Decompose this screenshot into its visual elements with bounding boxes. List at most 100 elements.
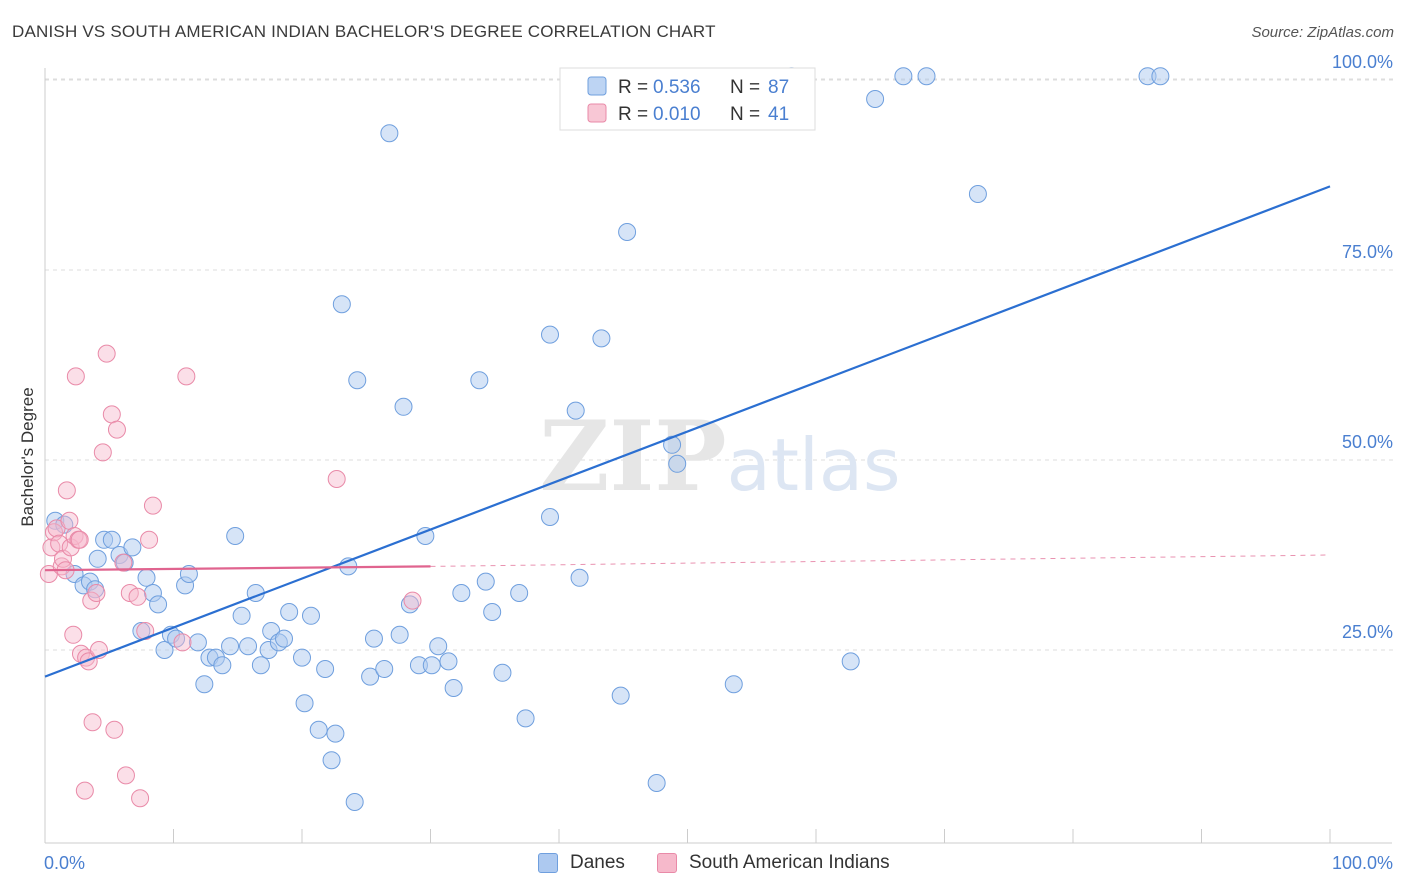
data-point-sai: [70, 530, 89, 549]
data-point-danes: [102, 530, 121, 549]
x-tick-label-max: 100.0%: [1332, 853, 1393, 873]
stats-n-value-sai: 41: [768, 104, 789, 125]
data-point-danes: [394, 397, 413, 416]
data-point-danes: [232, 606, 251, 625]
y-tick-label: 100.0%: [1332, 52, 1393, 72]
stats-n-label-sai: N =: [730, 104, 760, 125]
data-point-danes: [452, 584, 471, 602]
data-point-sai: [93, 443, 112, 462]
data-point-danes: [251, 656, 270, 675]
legend-swatch-danes: [538, 853, 558, 873]
data-point-danes: [570, 568, 589, 587]
data-point-danes: [592, 329, 611, 348]
stats-r-label-sai: R =: [618, 104, 648, 125]
stats-legend: R = 0.536 N = 87 R = 0.010 N = 41: [559, 67, 816, 131]
watermark: ZIPatlas: [539, 400, 900, 513]
data-point-danes: [155, 641, 174, 659]
data-point-danes: [516, 709, 535, 728]
data-point-danes: [309, 720, 328, 739]
data-point-danes: [149, 595, 168, 614]
y-tick-label: 75.0%: [1342, 242, 1393, 262]
data-point-danes: [301, 606, 320, 625]
data-point-danes: [618, 223, 637, 241]
data-point-danes: [439, 652, 458, 671]
data-point-sai: [327, 470, 346, 488]
data-point-danes: [493, 663, 512, 682]
data-point-danes: [917, 67, 936, 86]
data-point-danes: [332, 295, 351, 314]
data-point-danes: [316, 660, 335, 678]
data-point-danes: [213, 656, 232, 675]
trendline-danes: [44, 185, 1331, 678]
data-point-danes: [841, 652, 860, 671]
stats-r-label-danes: R =: [618, 77, 648, 98]
data-point-danes: [894, 67, 913, 86]
data-point-danes: [195, 675, 214, 694]
trendline-sai: [44, 565, 431, 572]
data-point-danes: [611, 686, 630, 705]
data-point-danes: [476, 572, 495, 591]
data-point-sai: [57, 481, 76, 500]
data-point-sai: [66, 367, 85, 386]
y-tick-label: 25.0%: [1342, 622, 1393, 642]
stats-swatch-danes: [587, 76, 607, 96]
legend-item-danes[interactable]: Danes: [538, 852, 625, 874]
data-point-danes: [866, 90, 885, 108]
stats-r-value-sai: 0.010: [653, 104, 701, 125]
legend-label-danes: Danes: [570, 852, 625, 873]
data-point-sai: [102, 405, 121, 424]
data-point-danes: [295, 694, 314, 713]
data-point-danes: [326, 724, 345, 743]
data-point-danes: [137, 568, 156, 587]
data-point-danes: [226, 527, 245, 545]
stats-r-value-danes: 0.536: [653, 77, 701, 98]
stats-n-value-danes: 87: [768, 77, 789, 98]
legend-item-sai[interactable]: South American Indians: [657, 852, 890, 874]
data-point-danes: [1151, 67, 1170, 86]
legend-label-sai: South American Indians: [689, 852, 890, 873]
data-point-sai: [64, 625, 83, 644]
data-point-danes: [239, 637, 258, 656]
data-point-danes: [566, 401, 585, 420]
data-point-danes: [470, 371, 489, 390]
data-point-sai: [83, 713, 102, 732]
data-point-sai: [105, 720, 124, 739]
bottom-legend: Danes South American Indians: [0, 852, 1406, 878]
data-point-sai: [50, 534, 69, 553]
data-point-sai: [61, 538, 80, 557]
data-point-danes: [968, 185, 987, 203]
data-point-sai: [173, 633, 192, 652]
data-point-danes: [123, 538, 142, 557]
data-point-danes: [444, 679, 463, 697]
data-point-sai: [114, 553, 133, 572]
data-point-danes: [541, 325, 560, 344]
stats-swatch-sai: [587, 103, 607, 123]
y-tick-label: 50.0%: [1342, 432, 1393, 452]
data-point-danes: [293, 648, 311, 667]
data-point-sai: [107, 420, 126, 439]
data-point-sai: [140, 530, 159, 549]
data-point-sai: [177, 367, 196, 386]
y-axis-label: Bachelor's Degree: [18, 387, 37, 526]
data-point-danes: [647, 774, 666, 792]
data-point-sai: [131, 789, 150, 808]
data-point-danes: [275, 629, 294, 648]
data-point-danes: [322, 751, 341, 770]
trendline-sai-extension: [430, 554, 1331, 567]
data-point-danes: [348, 371, 367, 390]
data-point-danes: [280, 603, 299, 621]
data-point-danes: [364, 629, 383, 648]
data-point-danes: [361, 667, 380, 686]
data-point-danes: [375, 660, 394, 678]
data-point-danes: [724, 675, 743, 694]
data-point-sai: [60, 511, 79, 530]
data-point-danes: [483, 603, 502, 621]
data-point-sai: [116, 766, 135, 785]
data-point-danes: [88, 549, 107, 568]
data-point-danes: [390, 625, 409, 644]
data-point-danes: [188, 633, 207, 652]
chart-title: DANISH VS SOUTH AMERICAN INDIAN BACHELOR…: [12, 22, 716, 41]
stats-n-label-danes: N =: [730, 77, 760, 98]
source-label: Source: ZipAtlas.com: [1251, 24, 1394, 41]
